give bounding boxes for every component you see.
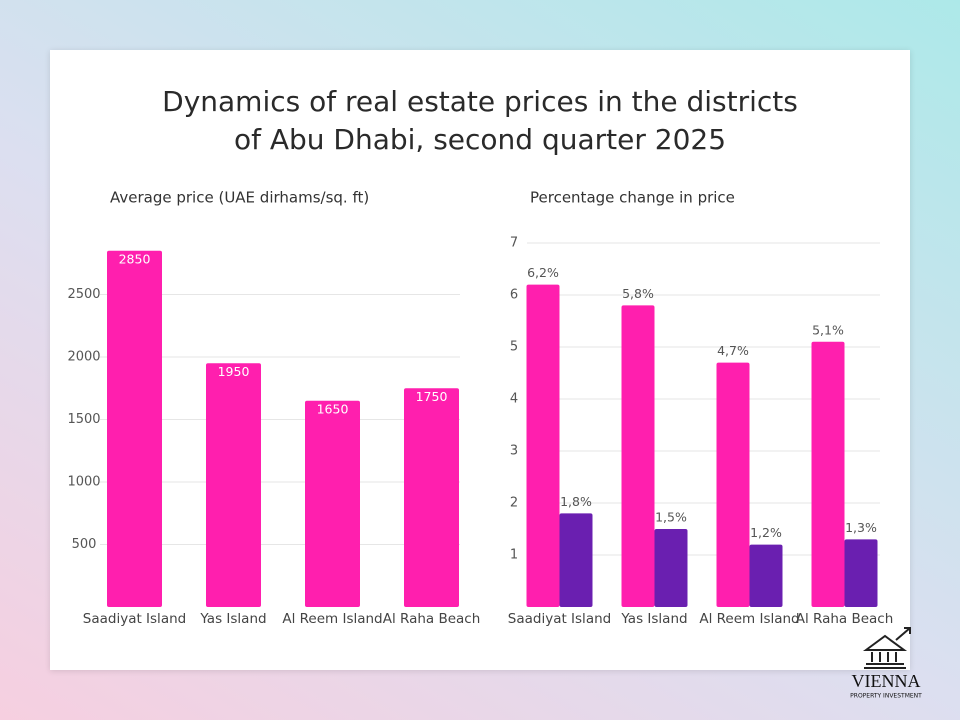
y-tick-label: 1	[510, 548, 518, 563]
value-label: 4,7%	[717, 343, 749, 358]
logo-name: VIENNA	[852, 671, 921, 691]
x-tick-label: Al Reem Island	[282, 611, 382, 627]
chart-subtitle: Average price (UAE dirhams/sq. ft)	[110, 189, 369, 207]
y-tick-label: 1500	[67, 412, 100, 427]
chart-title: Dynamics of real estate prices in the di…	[162, 85, 798, 118]
y-tick-label: 2500	[67, 287, 100, 302]
bar	[404, 388, 459, 607]
bar	[206, 363, 261, 607]
x-tick-label: Saadiyat Island	[83, 611, 186, 627]
chart-subtitle: Percentage change in price	[530, 189, 735, 207]
chart-title: of Abu Dhabi, second quarter 2025	[234, 123, 726, 156]
logo-tagline: PROPERTY INVESTMENT	[850, 693, 922, 700]
x-tick-label: Yas Island	[199, 611, 266, 627]
value-label: 1750	[416, 389, 448, 404]
x-tick-label: Yas Island	[620, 611, 687, 627]
value-label: 1,2%	[750, 525, 782, 540]
value-label: 1,8%	[560, 494, 592, 509]
value-label: 6,2%	[527, 265, 559, 280]
logo-icon	[862, 627, 911, 669]
y-tick-label: 3	[510, 444, 518, 459]
bar	[811, 341, 845, 607]
bar	[621, 305, 655, 607]
y-tick-label: 500	[72, 537, 97, 552]
bar	[107, 250, 162, 607]
value-label: 2850	[119, 251, 151, 266]
y-tick-label: 2000	[67, 350, 100, 365]
value-label: 5,8%	[622, 286, 654, 301]
y-tick-label: 5	[510, 340, 518, 355]
y-tick-label: 2	[510, 496, 518, 511]
value-label: 1950	[218, 364, 250, 379]
bar	[749, 544, 783, 607]
bar	[844, 539, 878, 607]
value-label: 5,1%	[812, 322, 844, 337]
x-tick-label: Al Raha Beach	[383, 611, 481, 627]
x-tick-label: Saadiyat Island	[508, 611, 611, 627]
y-tick-label: 1000	[67, 475, 100, 490]
bar	[716, 362, 750, 607]
bar	[305, 400, 360, 607]
bar	[526, 284, 560, 607]
x-tick-label: Al Reem Island	[699, 611, 799, 627]
y-tick-label: 7	[510, 236, 518, 251]
bar	[654, 529, 688, 607]
value-label: 1,5%	[655, 510, 687, 525]
y-tick-label: 4	[510, 392, 518, 407]
bar	[559, 513, 593, 607]
y-tick-label: 6	[510, 288, 518, 303]
x-tick-label: Al Raha Beach	[796, 611, 894, 627]
value-label: 1650	[317, 401, 349, 416]
value-label: 1,3%	[845, 520, 877, 535]
